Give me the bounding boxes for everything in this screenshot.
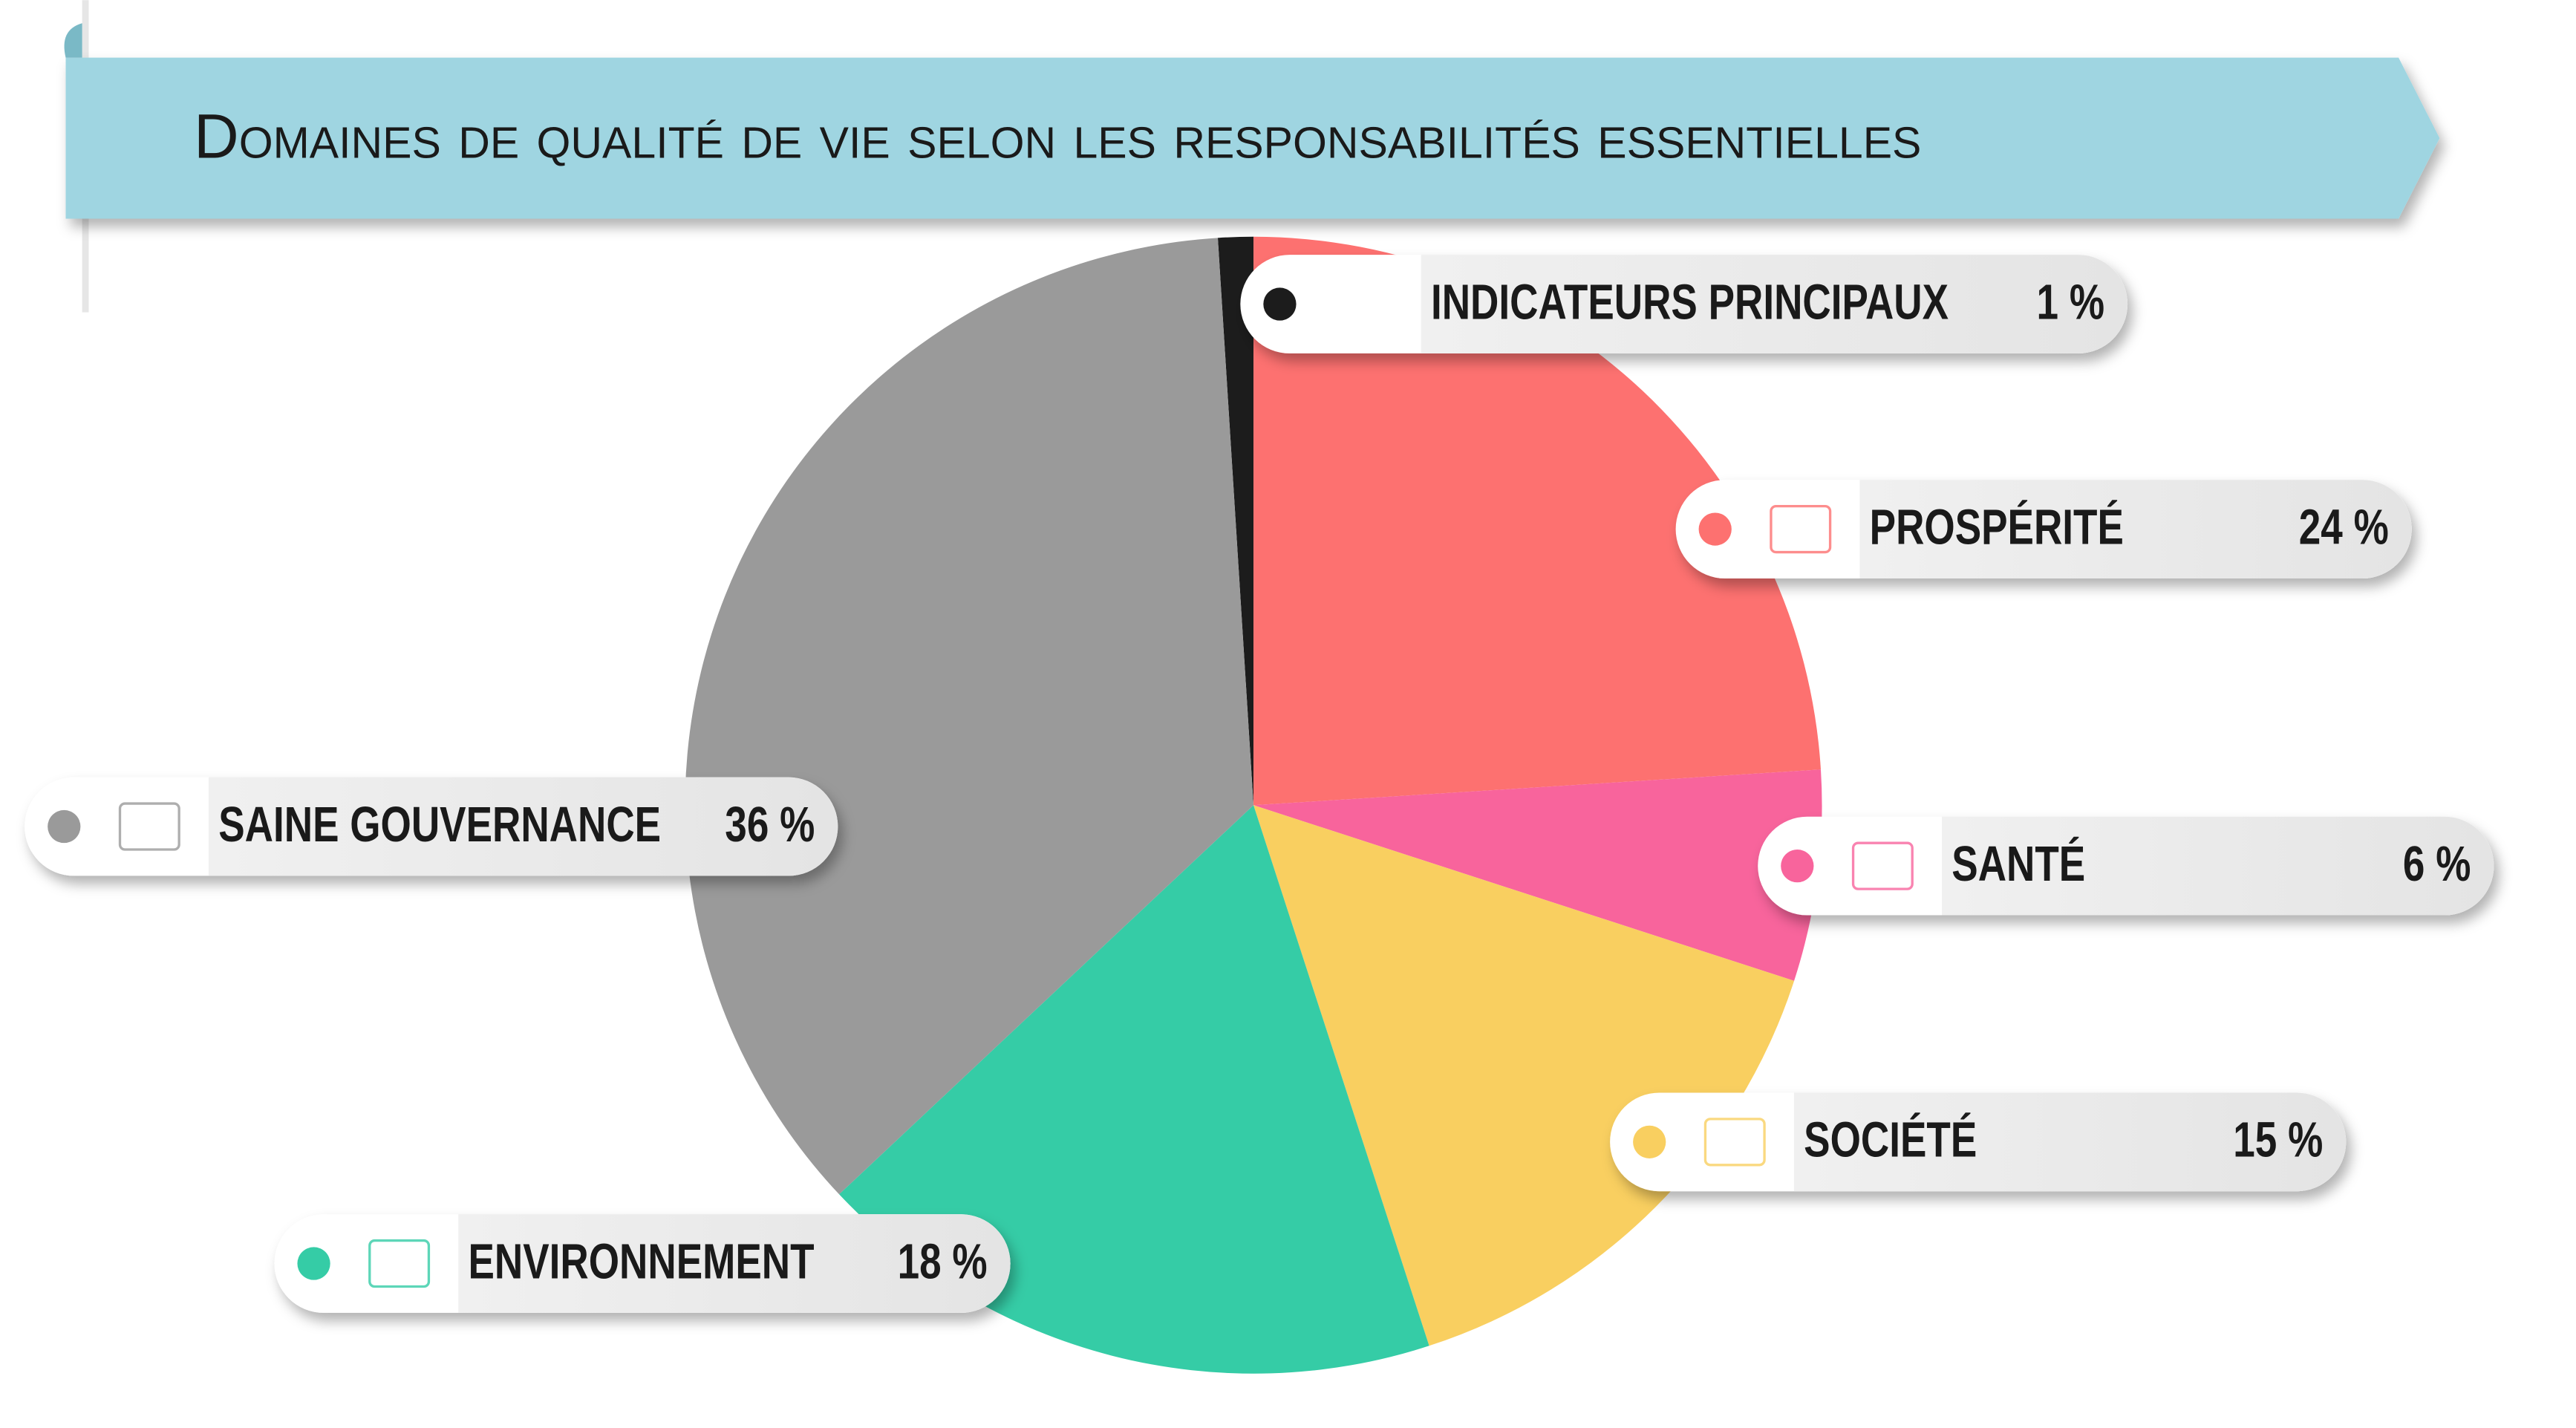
pill-label-bg	[1421, 255, 2128, 353]
legend-icon	[368, 1239, 431, 1288]
legend-dot	[48, 809, 81, 844]
legend-label: SOCIÉTÉ	[1804, 1112, 1977, 1167]
pie-slice	[1217, 236, 1254, 806]
pie-slice	[1253, 805, 1795, 1346]
legend-pill: INDICATEURS PRINCIPAUX 1 %	[1240, 255, 2128, 353]
chart-title: Domaines de qualité de vie selon les res…	[194, 102, 1921, 172]
pill-label-bg	[458, 1214, 1011, 1313]
legend-pill: SOCIÉTÉ 15 %	[1610, 1092, 2347, 1192]
value-label: 1 %	[2037, 275, 2104, 330]
legend-pill: SAINE GOUVERNANCE 36 %	[25, 777, 838, 876]
title-banner	[64, 0, 2440, 313]
value-label: 15 %	[2233, 1112, 2323, 1167]
legend-label: SANTÉ	[1951, 836, 2085, 891]
legend-icon	[1770, 504, 1832, 554]
legend-icon	[118, 802, 180, 851]
pill-label-bg	[1942, 816, 2494, 916]
pie-slice	[1253, 769, 1822, 981]
legend-dot	[297, 1247, 330, 1280]
legend-pill: ENVIRONNEMENT 18 %	[274, 1214, 1011, 1313]
pill-label-bg	[1793, 1092, 2347, 1192]
legend-icon	[1851, 841, 1914, 890]
legend-label: PROSPÉRITÉ	[1870, 500, 2124, 555]
value-label: 24 %	[2299, 500, 2389, 555]
value-label: 6 %	[2403, 836, 2471, 891]
legend-dot	[1698, 512, 1732, 546]
legend-label: INDICATEURS PRINCIPAUX	[1431, 275, 1949, 330]
pill-label-bg	[1859, 480, 2412, 578]
pie-slice	[1253, 236, 1822, 806]
legend-pill: SANTÉ 6 %	[1758, 816, 2494, 916]
legend-label: SAINE GOUVERNANCE	[218, 797, 661, 852]
legend-label: ENVIRONNEMENT	[469, 1234, 815, 1289]
legend-dot	[1781, 850, 1814, 883]
legend-dot	[1263, 287, 1297, 321]
value-label: 18 %	[898, 1234, 988, 1289]
legend-icon	[1703, 1118, 1766, 1167]
value-label: 36 %	[725, 797, 815, 852]
pill-label-bg	[208, 777, 838, 876]
pie-slice	[685, 238, 1254, 1195]
legend-pill: PROSPÉRITÉ 24 %	[1675, 480, 2412, 578]
legend-dot	[1633, 1125, 1666, 1158]
